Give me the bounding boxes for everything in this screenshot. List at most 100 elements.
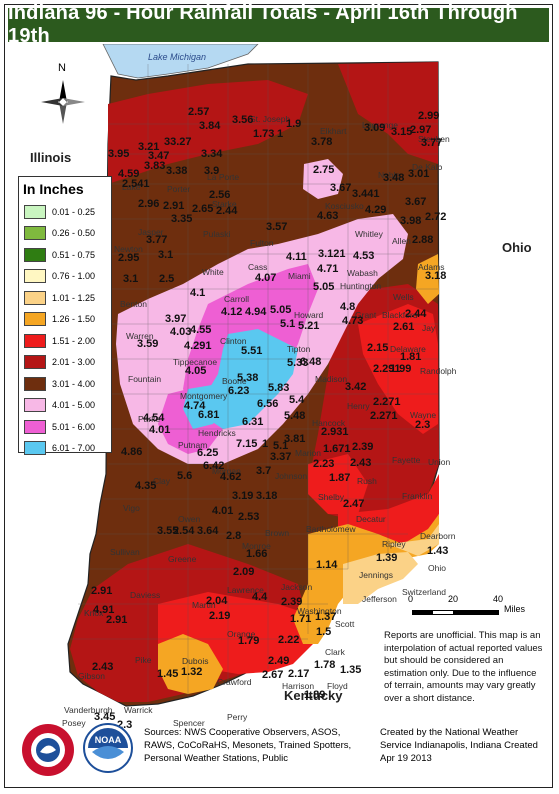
county-label: Monroe [242,541,271,551]
county-label: Warren [126,331,154,341]
county-label: Cass [248,262,268,272]
rainfall-value: 1 [262,438,269,450]
rainfall-value: 3.59 [137,338,159,350]
rainfall-value: 2.291 [373,363,401,375]
county-label: Union [428,457,451,467]
rainfall-value: 2.53 [238,511,260,523]
legend-swatch [24,247,46,262]
rainfall-value: 1.71 [290,613,312,625]
county-label: Parke [138,414,161,424]
county-lines [70,64,438,702]
legend-title: In Inches [23,181,84,197]
rainfall-value: 3.77 [421,137,443,149]
county-label: Newton [114,244,143,254]
legend-swatch [24,398,46,413]
sources-text: Sources: NWS Cooperative Observers, ASOS… [144,727,352,764]
rainfall-value: 3.78 [311,136,333,148]
county-label: Kosciusko [325,201,364,211]
county-label: Noble [378,170,401,180]
rainfall-value: 2.91 [106,614,128,626]
scale-segment [412,610,432,615]
rainfall-value: 1.5 [316,626,332,638]
rainfall-value: 7.15 [236,438,258,450]
rainfall-value: 1.73 [253,128,275,140]
county-label: Owen [178,514,201,524]
rainfall-value: 3.64 [197,525,219,537]
map-area [8,44,549,716]
county-label: Bartholomew [306,524,356,534]
rainfall-value: 5.51 [241,345,263,357]
county-label: De Kalb [412,162,443,172]
rainfall-value: 3.38 [166,165,188,177]
county-label: Sullivan [110,547,140,557]
county-label: Franklin [402,491,433,501]
rainfall-value: 2.09 [233,566,255,578]
county-label: Huntington [340,281,382,291]
county-label: Orange [227,629,256,639]
rainfall-value: 3.1 [123,273,139,285]
county-label: Lagrange [362,120,398,130]
rainfall-value: 4.91 [93,604,115,616]
rainfall-value: 2.88 [412,234,434,246]
legend-item: 5.01 - 6.00 [19,416,111,438]
rainfall-value: 3.9 [204,165,220,177]
legend-item: 1.26 - 1.50 [19,309,111,331]
county-label: Hendricks [198,428,236,438]
rainfall-value: 4.03 [170,326,192,338]
rainfall-value: 5.05 [270,304,292,316]
county-label: Jefferson [362,594,397,604]
rainfall-value: 6.42 [203,460,225,472]
legend-label: 0.76 - 1.00 [52,271,96,282]
county-label: Ohio [428,563,446,573]
county-label: Tipton [287,344,311,354]
rainfall-value: 2.15 [367,342,389,354]
rainfall-value: 2.43 [350,457,372,469]
rainfall-value: 4.74 [184,400,206,412]
rainfall-value: 2.95 [118,252,140,264]
rainfall-value: 1.32 [181,666,203,678]
county-label: Wells [393,292,414,302]
county-label: Washington [297,606,342,616]
rainfall-value: 5.21 [298,320,320,332]
county-label: Delaware [390,344,426,354]
rainfall-value: 5.83 [268,382,290,394]
rainfall-value: 4.86 [121,446,143,458]
rainfall-value: 4.35 [135,480,157,492]
rainfall-value: 6.56 [257,398,279,410]
county-label: Allen [392,236,411,246]
rainfall-value: 3.47 [148,150,170,162]
rainfall-value: 2.56 [209,189,231,201]
rainfall-value: 3.441 [352,188,380,200]
rainfall-value: 1.35 [340,664,362,676]
legend-swatch [24,419,46,434]
legend-label: 0.51 - 0.75 [52,249,96,260]
county-label: Martin [192,600,216,610]
county-label: Fayette [392,455,421,465]
rainfall-value: 2.541 [122,178,150,190]
rainfall-value: 1.87 [329,472,351,484]
county-label: Tippecanoe [173,357,218,367]
rainfall-value: 2.04 [206,595,228,607]
county-label: Daviess [130,590,161,600]
county-label: Hancock [312,418,346,428]
county-label: Brown [265,528,290,538]
rainfall-value: 3.98 [400,215,422,227]
legend-item: 0.26 - 0.50 [19,223,111,245]
county-label: Warrick [124,705,153,715]
rainfall-value: 2.5 [159,273,175,285]
county-label: Gibson [78,671,105,681]
legend-swatch [24,376,46,391]
scale-segment [454,610,499,615]
rainfall-value: 3.01 [408,168,430,180]
legend-swatch [24,290,46,305]
rainfall-value: 3.95 [108,148,130,160]
rainfall-value: 4.01 [212,505,234,517]
rainfall-value: 2.99 [418,110,440,122]
county-label: Jennings [359,570,394,580]
rainfall-value: 2.49 [268,655,290,667]
county-label: Henry [347,401,370,411]
rainfall-value: 3.57 [266,221,288,233]
rainfall-value: 3.37 [270,451,292,463]
rainfall-value: 2.97 [410,124,432,136]
legend: In Inches 0.01 - 0.25 0.26 - 0.50 0.51 - 0… [18,176,112,456]
